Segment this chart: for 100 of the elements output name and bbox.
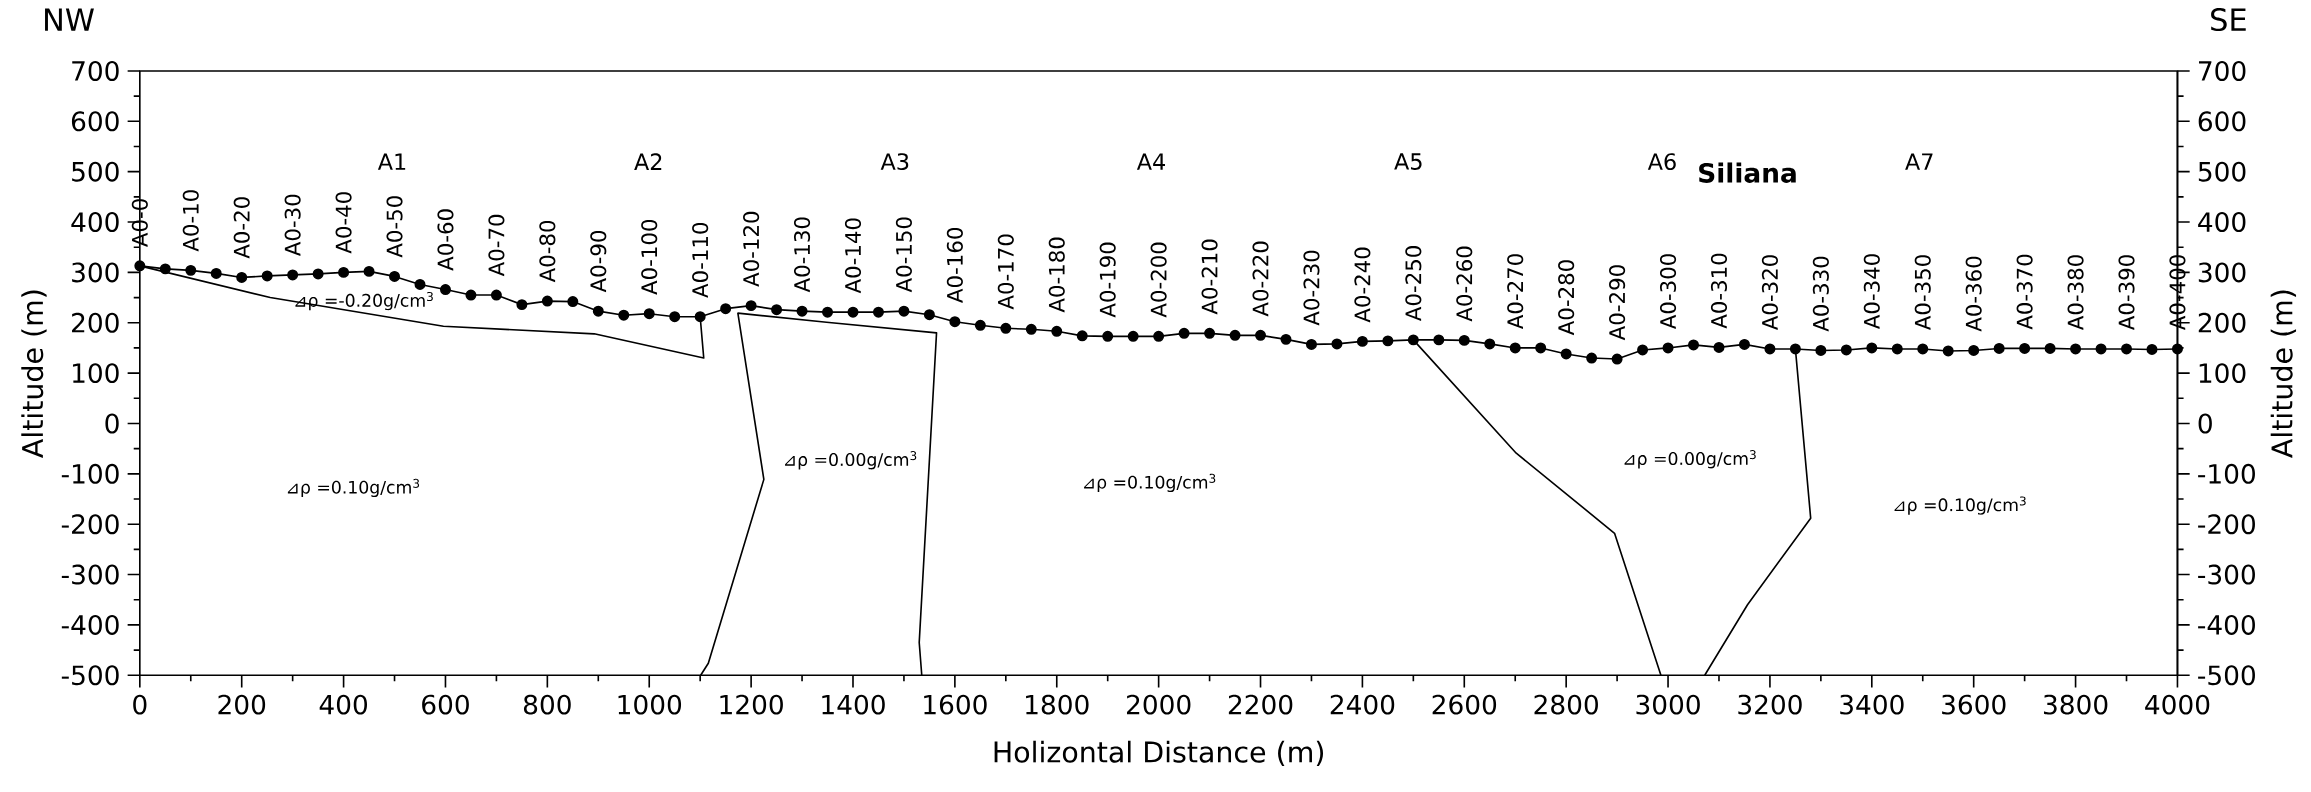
x-axis-title: Holizontal Distance (m) (994, 740, 1324, 767)
y2-tick-label: 700 (2199, 60, 2246, 81)
annotation: A4 (1136, 153, 1165, 170)
annotation: A0-350 (1914, 255, 1931, 331)
annotation: A0-240 (1354, 247, 1371, 323)
text: SE (2211, 8, 2246, 32)
annotation: A2 (634, 153, 662, 170)
y2-tick-label: -200 (2198, 514, 2255, 535)
y-tick-label: 700 (72, 60, 119, 81)
annotation: A0-390 (2118, 255, 2135, 331)
x-tick-label: 3800 (2043, 694, 2108, 715)
annotation: A0-250 (1405, 246, 1422, 322)
annotation: A0-180 (1048, 237, 1065, 313)
y-tick-label: 100 (72, 363, 119, 384)
annotation: A3 (880, 153, 909, 171)
annotation: ⊿ρ =0.00g/cm$^{3}$ (1624, 450, 1756, 469)
annotation: A0-370 (2016, 254, 2033, 330)
annotation: A0-340 (1863, 254, 1880, 330)
annotation: A6 (1647, 153, 1676, 171)
y-tick-label: 400 (71, 212, 119, 233)
x-tick-label: 800 (523, 694, 571, 715)
annotation: A0-70 (488, 214, 505, 277)
annotation: A0-380 (2067, 255, 2084, 331)
annotation: A0-270 (1507, 254, 1524, 330)
annotation: A0-60 (437, 209, 454, 271)
x-tick-label: 2400 (1330, 694, 1395, 715)
y2-tick-label: 300 (2198, 262, 2246, 283)
x-tick-label: 2800 (1534, 694, 1598, 715)
y2-tick-label: 600 (2198, 111, 2246, 132)
x-tick-label: 1200 (720, 694, 783, 715)
x-tick-label: 2600 (1432, 694, 1497, 715)
annotation: A0-290 (1609, 265, 1626, 341)
annotation: ⊿ρ =0.10g/cm$^{3}$ (287, 478, 420, 498)
annotation: A0-150 (895, 217, 912, 293)
y-tick-label: -100 (61, 463, 119, 484)
annotation: A0-40 (335, 192, 352, 254)
y-axis-title: Altitude (m) (21, 290, 47, 458)
x-tick-label: 3600 (1942, 694, 2006, 715)
x-tick-label: 400 (319, 694, 368, 715)
y2-tick-label: 200 (2198, 312, 2246, 333)
annotation: ⊿ρ =0.10g/cm$^{3}$ (1084, 473, 1216, 493)
y2-tick-label: -400 (2198, 614, 2255, 635)
annotation: A0-130 (793, 217, 811, 293)
x-tick-label: 1600 (924, 694, 987, 715)
annotation: A0-110 (692, 222, 709, 298)
annotation: A0-320 (1761, 255, 1778, 331)
annotation: A0-80 (539, 220, 556, 283)
annotation: A0-260 (1456, 246, 1473, 322)
annotation: A0-170 (997, 234, 1014, 310)
x-tick-label: 200 (218, 694, 266, 715)
annotation: A0-200 (1150, 242, 1167, 318)
x-tick-label: 0 (133, 694, 147, 715)
y-tick-label: 500 (72, 161, 119, 182)
annotation: A0-310 (1710, 253, 1728, 329)
annotation: A0-100 (641, 219, 658, 295)
y-tick-label: 600 (71, 111, 119, 132)
annotation: A0-90 (590, 230, 607, 293)
annotation: A0-210 (1201, 239, 1218, 315)
annotation: A5 (1394, 153, 1422, 170)
y-tick-label: -200 (61, 514, 119, 535)
y-tick-label: 200 (72, 312, 119, 333)
y2-tick-label: 500 (2198, 161, 2246, 182)
x-tick-label: 4000 (2145, 694, 2210, 715)
x-tick-label: 2000 (1126, 694, 1191, 715)
y-tick-label: -400 (61, 614, 119, 635)
y-tick-label: 0 (105, 413, 119, 434)
x-tick-label: 3000 (1636, 694, 1700, 715)
annotation: A0-230 (1303, 250, 1320, 326)
annotation: A0-30 (284, 194, 301, 257)
annotation: Siliana (1699, 162, 1796, 183)
annotation: A0-330 (1812, 256, 1829, 332)
annotation: A0-220 (1252, 241, 1269, 317)
annotation: A0-50 (386, 196, 403, 258)
annotation: A0-20 (233, 197, 250, 259)
y-tick-label: 300 (72, 262, 119, 283)
annotation: A0-360 (1965, 256, 1982, 332)
x-tick-label: 1400 (822, 694, 885, 715)
y2-axis-title: Altitude (m) (2270, 290, 2297, 458)
annotation: A0-140 (844, 218, 862, 294)
x-tick-label: 600 (422, 694, 469, 715)
y-tick-label: -300 (61, 564, 119, 585)
annotation: A7 (1905, 153, 1933, 170)
x-tick-label: 1800 (1026, 694, 1089, 715)
x-tick-label: 3200 (1738, 694, 1802, 715)
annotation: A0-190 (1099, 242, 1116, 318)
y-tick-label: -500 (61, 665, 119, 686)
y2-tick-label: -500 (2198, 665, 2255, 686)
y2-tick-label: 0 (2198, 413, 2212, 434)
annotation: A0-120 (743, 211, 760, 287)
y2-tick-label: 100 (2199, 363, 2246, 384)
annotation: ⊿ρ =0.10g/cm$^{3}$ (1894, 496, 2026, 515)
annotation: A0-160 (946, 227, 963, 303)
annotation: A1 (377, 153, 406, 170)
text: NW (45, 8, 94, 31)
y2-tick-label: 400 (2198, 212, 2246, 233)
x-tick-label: 2200 (1228, 694, 1293, 715)
annotation: A0-10 (182, 190, 199, 252)
y2-tick-label: -100 (2198, 463, 2255, 484)
annotation: A0-280 (1558, 260, 1575, 336)
y2-tick-label: -300 (2198, 564, 2255, 585)
